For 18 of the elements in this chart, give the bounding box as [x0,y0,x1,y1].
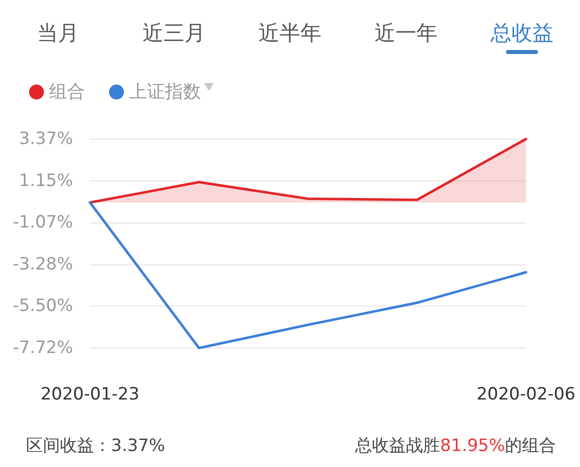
text: 总收益战胜81.95%的组合 [355,436,556,456]
text: 近三月 [142,20,206,47]
y-tick-label: -1.07% [12,212,73,233]
y-tick-label: 1.15% [18,170,73,191]
y-tick-label: -7.72% [12,338,73,358]
text: 区间收益：3.37% [26,436,166,456]
text: 总收益 [490,20,554,47]
text: 近一年 [374,20,438,47]
x-tick-label: 2020-01-23 [40,384,140,404]
legend-label: 组合 [49,82,85,102]
x-tick-label: 2020-02-06 [476,384,576,404]
y-tick-label: -5.50% [12,296,73,316]
text: 当月 [37,20,79,47]
y-tick-label: 3.37% [18,129,73,149]
text: 近半年 [258,20,322,47]
y-tick-label: -3.28% [12,254,73,274]
legend-label: 上证指数 [129,82,201,102]
line-series [88,201,528,350]
